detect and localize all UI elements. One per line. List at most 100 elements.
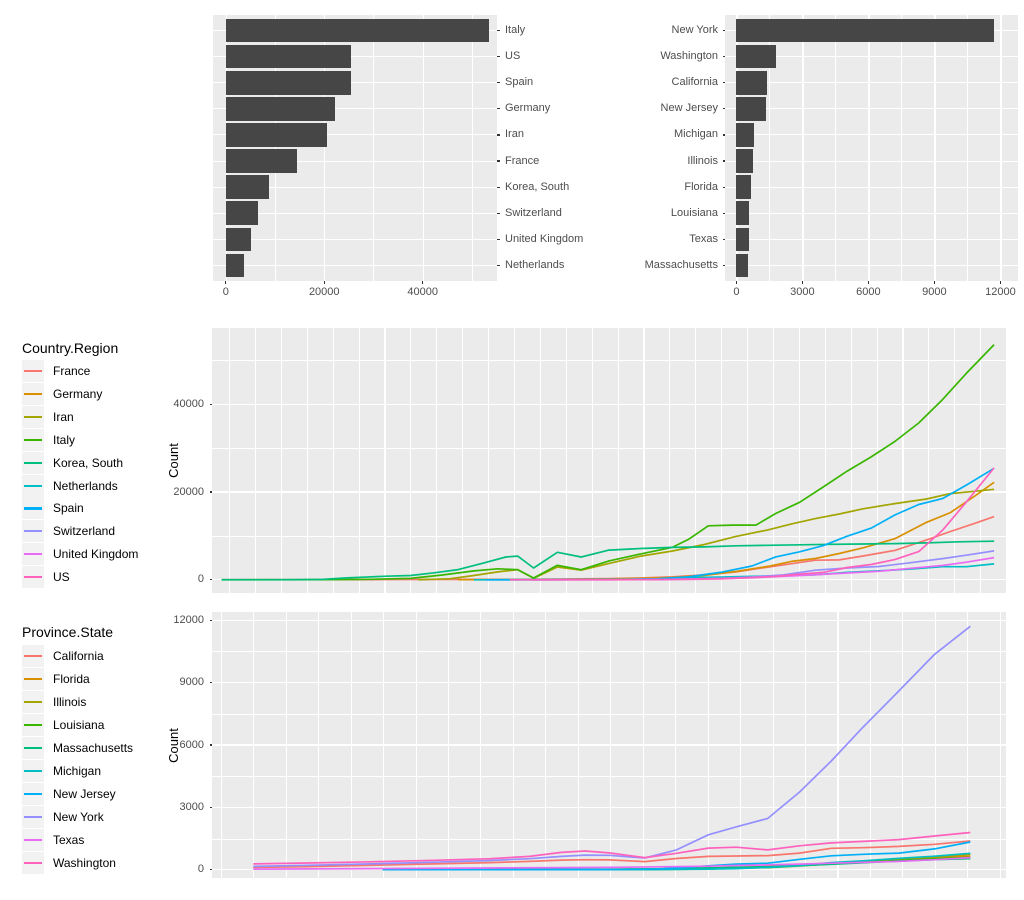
gridline-minor xyxy=(471,15,473,281)
legend-key xyxy=(22,645,44,667)
legend-key-line-icon xyxy=(24,839,42,842)
gridline-major xyxy=(669,328,671,593)
line-series-layer xyxy=(253,625,971,871)
legend-key xyxy=(22,760,44,782)
category-label: Florida xyxy=(684,180,718,193)
gridline-minor xyxy=(212,448,1006,449)
gridline-category xyxy=(213,56,497,58)
y-axis-tick-label: 6000 xyxy=(179,738,204,751)
legend-key xyxy=(22,382,44,405)
legend-item-label: New Jersey xyxy=(53,787,116,801)
legend-key-line-icon xyxy=(24,655,42,658)
gridline-category xyxy=(213,264,497,266)
bar-illinois xyxy=(736,149,753,173)
bar-washington xyxy=(736,44,776,69)
category-label: Netherlands xyxy=(505,258,565,271)
gridline-minor xyxy=(212,651,1006,653)
bar-korea-south xyxy=(225,175,270,199)
y-axis-title-middle: Count xyxy=(165,443,181,478)
category-tick xyxy=(497,264,500,266)
legend-key xyxy=(22,543,44,566)
gridline-major xyxy=(212,403,1006,405)
category-label: New York xyxy=(671,24,718,37)
gridline-minor xyxy=(373,15,375,281)
x-axis-tick xyxy=(225,281,227,284)
legend-key-line-icon xyxy=(24,461,42,464)
gridline-major xyxy=(324,15,326,281)
legend-key xyxy=(22,451,44,474)
legend-item-label: Iran xyxy=(53,409,74,424)
y-axis-tick-label: 9000 xyxy=(179,676,204,689)
x-axis-tick-label: 12000 xyxy=(985,286,1016,298)
gridline-major xyxy=(254,328,257,593)
category-label: France xyxy=(505,154,540,167)
gridline-minor xyxy=(212,838,1006,840)
gridline-major xyxy=(436,328,438,593)
category-tick xyxy=(497,238,500,240)
gridline-category xyxy=(725,212,1018,214)
category-tick xyxy=(722,82,725,84)
legend-title-country-region: Country.Region xyxy=(22,340,119,356)
category-tick xyxy=(497,108,500,110)
category-label: California xyxy=(671,76,718,89)
gridline-major xyxy=(422,15,424,281)
bar-michigan xyxy=(736,123,754,147)
gridline-major xyxy=(212,619,1006,621)
gridline-major xyxy=(824,328,826,593)
gridline-major xyxy=(513,328,516,593)
legend-key-line-icon xyxy=(24,370,42,373)
category-tick xyxy=(497,212,500,214)
legend-item-label: Netherlands xyxy=(53,478,118,493)
gridline-minor xyxy=(212,535,1006,537)
y-axis-tick-label: 12000 xyxy=(173,613,204,626)
gridline-minor xyxy=(212,360,1006,361)
gridline-category xyxy=(725,108,1018,110)
legend-key xyxy=(22,497,44,520)
gridline-major xyxy=(747,328,749,593)
legend-key-line-icon xyxy=(24,747,42,750)
y-axis-tick-label: 40000 xyxy=(173,397,204,410)
bar-france xyxy=(225,149,297,173)
y-axis-tick xyxy=(209,491,212,493)
category-tick xyxy=(497,160,500,162)
legend-key xyxy=(22,474,44,497)
y-axis-tick-label: 20000 xyxy=(173,485,204,498)
legend-key-line-icon xyxy=(24,724,42,727)
series-line-texas xyxy=(253,856,971,870)
legend-key-line-icon xyxy=(24,678,42,681)
gridline-major xyxy=(721,328,723,593)
bar-switzerland xyxy=(225,201,259,225)
category-label: Louisiana xyxy=(670,206,718,219)
gridline-major xyxy=(954,328,956,593)
category-tick xyxy=(722,160,725,162)
x-axis-tick-label: 0 xyxy=(222,286,229,298)
gridline-major xyxy=(736,15,738,281)
legend-key-line-icon xyxy=(24,816,42,819)
category-tick xyxy=(722,186,725,188)
gridline-minor xyxy=(901,15,902,281)
x-axis-tick xyxy=(933,281,935,284)
y-axis-tick xyxy=(209,403,212,405)
x-axis-tick-label: 20000 xyxy=(308,286,340,298)
legend-key xyxy=(22,691,44,713)
legend-key-line-icon xyxy=(24,484,42,487)
y-axis-tick-label: 3000 xyxy=(179,800,204,813)
legend-key-line-icon xyxy=(24,392,42,396)
gridline-major xyxy=(980,328,982,593)
gridline-category xyxy=(725,56,1018,58)
gridline-major xyxy=(488,328,490,593)
legend-key xyxy=(22,428,44,451)
legend-item-label: Korea, South xyxy=(53,455,124,470)
gridline-major xyxy=(868,15,870,281)
category-label: Texas xyxy=(689,232,718,245)
legend-key xyxy=(22,806,44,828)
legend-key xyxy=(22,668,44,690)
gridline-major xyxy=(384,328,386,593)
gridline-major xyxy=(1000,15,1002,281)
legend-key xyxy=(22,783,44,805)
plot-panel xyxy=(212,328,1006,593)
legend-item-label: New York xyxy=(53,810,104,824)
series-line-michigan xyxy=(382,852,971,871)
legend-key xyxy=(22,405,44,428)
legend-item-label: Italy xyxy=(53,432,76,447)
